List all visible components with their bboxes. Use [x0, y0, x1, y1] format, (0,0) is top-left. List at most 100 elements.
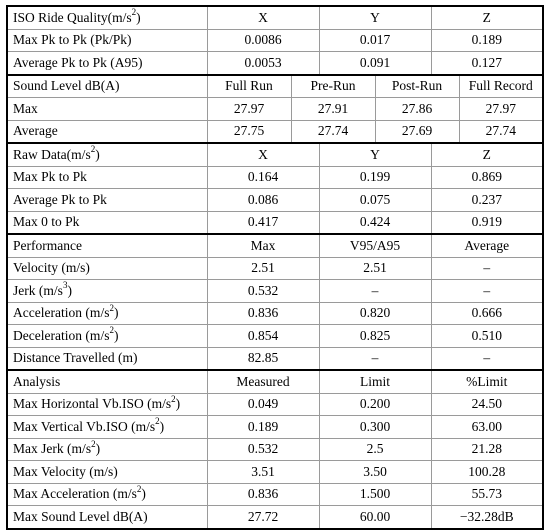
table-row: Max Velocity (m/s) 3.51 3.50 100.28 [6, 460, 544, 484]
table-row: Velocity (m/s) 2.51 2.51– [6, 256, 544, 280]
table-row: Average Pk to Pk 0.086 0.075 0.237 [6, 188, 544, 212]
table-row: Distance Travelled (m) 82.85– – [6, 346, 544, 371]
table-row: Max Vertical Vb.ISO (m/s2) 0.189 0.300 63.0… [6, 415, 544, 439]
column-header: Average [430, 233, 544, 258]
cell-value: 0.199 [318, 165, 432, 189]
column-header: V95/A95 [318, 233, 432, 258]
row-label: Velocity (m/s) [6, 256, 208, 280]
row-label: Acceleration (m/s2) [6, 301, 208, 325]
column-header: X [206, 142, 320, 167]
cell-value: 0.017 [318, 28, 432, 52]
cell-value: 27.74 [290, 119, 376, 144]
column-header: Pre-Run [290, 74, 376, 98]
table-row: Max Pk to Pk (Pk/Pk) 0.0086 0.017 0.189 [6, 28, 544, 52]
column-header: Measured [206, 369, 320, 394]
cell-value: 0.189 [206, 415, 320, 439]
cell-value: 27.97 [206, 97, 292, 121]
row-label: Average [6, 119, 208, 144]
cell-value: 0.417 [206, 210, 320, 235]
cell-value: 2.5 [318, 437, 432, 461]
table-row: Max Horizontal Vb.ISO (m/s2) 0.049 0.200 24… [6, 392, 544, 416]
table-row: Average 27.75 27.74 27.69 27.74 [6, 119, 544, 144]
cell-value: – [430, 256, 544, 280]
header-row: Performance Max V95/A95 Average [6, 233, 544, 258]
section-title: ISO Ride Quality(m/s2) [6, 5, 208, 30]
section-title: Performance [6, 233, 208, 258]
row-label: Max Sound Level dB(A) [6, 505, 208, 529]
column-header: %Limit [430, 369, 544, 394]
cell-value: 21.28 [430, 437, 544, 461]
table-analysis: Analysis Measured Limit %Limit Max Horizonta… [6, 369, 544, 530]
section-title: Sound Level dB(A) [6, 74, 208, 98]
cell-value: 0.127 [430, 51, 544, 75]
cell-value: – [318, 279, 432, 303]
row-label: Max Vertical Vb.ISO (m/s2) [6, 415, 208, 439]
column-header: Y [318, 5, 432, 30]
row-label: Deceleration (m/s2) [6, 324, 208, 348]
cell-value: 0.424 [318, 210, 432, 235]
cell-value: 3.50 [318, 460, 432, 484]
table-row: Max Acceleration (m/s2) 0.836 1.500 55.73 [6, 482, 544, 506]
cell-value: 0.049 [206, 392, 320, 416]
row-label: Distance Travelled (m) [6, 346, 208, 371]
table-raw-data-m-s: Raw Data(m/s2) X Y Z Max Pk to Pk 0.164 0.199 0… [6, 142, 544, 235]
row-label: Max Jerk (m/s2) [6, 437, 208, 461]
cell-value: 0.825 [318, 324, 432, 348]
column-header: Full Record [458, 74, 544, 98]
cell-value: 1.500 [318, 482, 432, 506]
table-row: Average Pk to Pk (A95) 0.0053 0.091 0.127 [6, 51, 544, 75]
header-row: Sound Level dB(A) Full Run Pre-Run Post-Run… [6, 74, 544, 98]
table-row: Max 27.97 27.91 27.86 27.97 [6, 97, 544, 121]
row-label: Max Pk to Pk (Pk/Pk) [6, 28, 208, 52]
column-header: Max [206, 233, 320, 258]
row-label: Average Pk to Pk [6, 188, 208, 212]
cell-value: 0.300 [318, 415, 432, 439]
cell-value: 0.666 [430, 301, 544, 325]
cell-value: 60.00 [318, 505, 432, 529]
table-row: Deceleration (m/s2) 0.854 0.825 0.510 [6, 324, 544, 348]
row-label: Max 0 to Pk [6, 210, 208, 235]
cell-value: 0.0086 [206, 28, 320, 52]
cell-value: 63.00 [430, 415, 544, 439]
row-label: Average Pk to Pk (A95) [6, 51, 208, 75]
column-header: Full Run [206, 74, 292, 98]
table-row: Max Pk to Pk 0.164 0.199 0.869 [6, 165, 544, 189]
cell-value: 0.075 [318, 188, 432, 212]
cell-value: 0.189 [430, 28, 544, 52]
cell-value: 0.836 [206, 301, 320, 325]
cell-value: 27.97 [458, 97, 544, 121]
cell-value: 27.91 [290, 97, 376, 121]
cell-value: 0.532 [206, 279, 320, 303]
cell-value: 0.836 [206, 482, 320, 506]
cell-value: 82.85 [206, 346, 320, 371]
table-iso-ride-quality-m-s: ISO Ride Quality(m/s2) X Y Z Max Pk to Pk (P… [6, 5, 544, 76]
table-row: Acceleration (m/s2) 0.836 0.820 0.666 [6, 301, 544, 325]
header-row: ISO Ride Quality(m/s2) X Y Z [6, 5, 544, 30]
cell-value: 0.869 [430, 165, 544, 189]
cell-value: 0.532 [206, 437, 320, 461]
column-header: Z [430, 5, 544, 30]
column-header: Limit [318, 369, 432, 394]
cell-value: 100.28 [430, 460, 544, 484]
cell-value: 0.200 [318, 392, 432, 416]
table-row: Max Jerk (m/s2) 0.532 2.5 21.28 [6, 437, 544, 461]
column-header: Z [430, 142, 544, 167]
cell-value: – [430, 279, 544, 303]
row-label: Max [6, 97, 208, 121]
cell-value: 3.51 [206, 460, 320, 484]
cell-value: 27.86 [374, 97, 460, 121]
table-row: Jerk (m/s3) 0.532– – [6, 279, 544, 303]
cell-value: 0.091 [318, 51, 432, 75]
column-header: X [206, 5, 320, 30]
section-title: Analysis [6, 369, 208, 394]
row-label: Max Horizontal Vb.ISO (m/s2) [6, 392, 208, 416]
column-header: Y [318, 142, 432, 167]
header-row: Raw Data(m/s2) X Y Z [6, 142, 544, 167]
cell-value: 0.854 [206, 324, 320, 348]
row-label: Max Acceleration (m/s2) [6, 482, 208, 506]
section-title: Raw Data(m/s2) [6, 142, 208, 167]
cell-value: 0.820 [318, 301, 432, 325]
cell-value: 0.164 [206, 165, 320, 189]
cell-value: 2.51 [318, 256, 432, 280]
row-label: Max Pk to Pk [6, 165, 208, 189]
